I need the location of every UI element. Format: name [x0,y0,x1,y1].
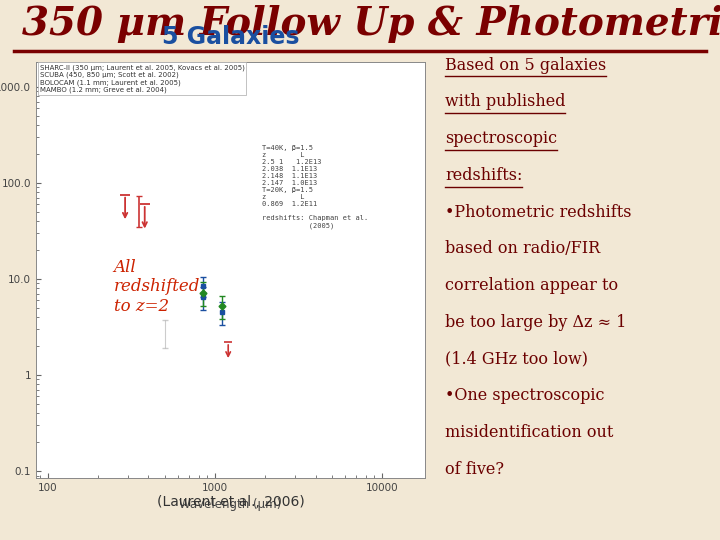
Text: 350 μm Follow Up & Photometric Redshifts: 350 μm Follow Up & Photometric Redshifts [22,5,720,43]
Text: of five?: of five? [445,461,504,477]
Text: T=40K, β=1.5
z        L
2.5 1   1.2E13
2.038  1.1E13
2.148  1.1E13
2.147  1.0E13: T=40K, β=1.5 z L 2.5 1 1.2E13 2.038 1.1E… [261,145,368,229]
Text: Based on 5 galaxies: Based on 5 galaxies [445,57,606,73]
Text: All
redshifted
to z=2: All redshifted to z=2 [114,259,200,315]
Text: redshifts:: redshifts: [445,167,522,184]
Text: spectroscopic: spectroscopic [445,130,557,147]
Text: •Photometric redshifts: •Photometric redshifts [445,204,631,220]
Text: SHARC-II (350 μm; Laurent et al. 2005, Kovacs et al. 2005)
SCUBA (450, 850 μm; S: SHARC-II (350 μm; Laurent et al. 2005, K… [40,64,245,93]
Text: misidentification out: misidentification out [445,424,613,441]
Text: based on radio/FIR: based on radio/FIR [445,240,600,257]
Text: correlation appear to: correlation appear to [445,277,618,294]
Text: •One spectroscopic: •One spectroscopic [445,387,605,404]
Text: 5 Galaxies: 5 Galaxies [162,25,299,49]
Text: be too large by Δz ≈ 1: be too large by Δz ≈ 1 [445,314,626,330]
Text: (1.4 GHz too low): (1.4 GHz too low) [445,350,588,367]
Text: with published: with published [445,93,565,110]
X-axis label: Wavelength (μm): Wavelength (μm) [179,498,282,511]
Text: (Laurent et al., 2006): (Laurent et al., 2006) [156,495,305,509]
